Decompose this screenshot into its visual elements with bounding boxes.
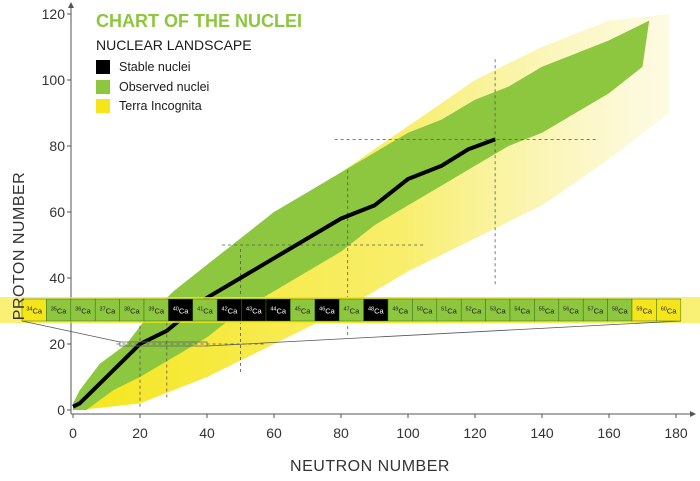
x-tick-label: 100	[396, 425, 420, 441]
x-tick-label: 140	[530, 425, 554, 441]
legend: Stable nuclei Observed nuclei Terra Inco…	[96, 60, 209, 113]
isotope-label: 35Ca	[51, 307, 68, 316]
legend-label-terra: Terra Incognita	[119, 99, 202, 113]
isotope-label: 34Ca	[26, 307, 43, 316]
x-tick-label: 60	[266, 425, 282, 441]
legend-swatch-terra	[96, 99, 110, 113]
isotope-label: 40Ca	[173, 307, 190, 316]
chart-subtitle: NUCLEAR LANDSCAPE	[96, 37, 252, 53]
x-tick-label: 20	[132, 425, 148, 441]
isotope-label: 54Ca	[514, 307, 531, 316]
isotope-label: 37Ca	[100, 307, 117, 316]
isotope-label: 50Ca	[417, 307, 434, 316]
calcium-isotope-strip: 34Ca 35Ca 36Ca 37Ca 38Ca 39Ca 40Ca 41Ca 42Ca 43Ca…	[0, 297, 700, 347]
isotope-label: 60Ca	[661, 307, 678, 316]
zoom-connector-left	[21, 320, 120, 343]
isotope-label: 41Ca	[197, 307, 214, 316]
x-tick-label: 80	[333, 425, 349, 441]
y-tick-label: 40	[49, 270, 65, 286]
x-tick-label: 160	[597, 425, 621, 441]
isotope-cell	[656, 298, 682, 322]
isotope-label: 52Ca	[466, 307, 483, 316]
isotope-label: 48Ca	[368, 307, 385, 316]
isotope-label: 49Ca	[392, 307, 409, 316]
legend-label-observed: Observed nuclei	[119, 80, 209, 94]
x-tick-label: 120	[463, 425, 487, 441]
isotope-label: 55Ca	[539, 307, 556, 316]
isotope-label: 53Ca	[490, 307, 507, 316]
zoom-box	[119, 341, 208, 347]
y-tick-label: 60	[49, 204, 65, 220]
y-tick-label: 100	[42, 72, 66, 88]
y-tick-label: 80	[49, 138, 65, 154]
x-axis-arrow	[690, 411, 696, 417]
isotope-label: 58Ca	[612, 307, 629, 316]
isotope-label: 42Ca	[222, 307, 239, 316]
y-axis-arrow	[68, 2, 74, 8]
isotope-label: 43Ca	[246, 307, 263, 316]
observed-nuclei-region	[73, 20, 650, 410]
axes: 0 20 40 60 80 100 120 140 160 180 0 20 40 60 80 100 120	[42, 2, 696, 441]
isotope-label: 36Ca	[75, 307, 92, 316]
isotope-label: 45Ca	[295, 307, 312, 316]
x-tick-label: 180	[664, 425, 688, 441]
zoom-connector-right	[206, 320, 681, 347]
y-axis-title: PROTON NUMBER	[11, 172, 28, 320]
isotope-label: 47Ca	[344, 307, 361, 316]
x-tick-label: 0	[69, 425, 77, 441]
isotope-label: 39Ca	[148, 307, 165, 316]
stable-nuclei-valley	[72, 137, 496, 409]
x-axis-title: NEUTRON NUMBER	[290, 458, 450, 475]
isotope-label: 59Ca	[636, 307, 653, 316]
y-tick-label: 120	[42, 6, 66, 22]
x-tick-label: 40	[199, 425, 215, 441]
y-tick-label: 20	[49, 336, 65, 352]
isotope-label: 38Ca	[124, 307, 141, 316]
isotope-label: 44Ca	[270, 307, 287, 316]
legend-swatch-stable	[96, 60, 110, 74]
isotope-label: 46Ca	[319, 307, 336, 316]
isotope-label: 51Ca	[441, 307, 458, 316]
chart-title: CHART OF THE NUCLEI	[96, 11, 302, 31]
y-tick-label: 0	[57, 402, 65, 418]
isotope-label: 56Ca	[563, 307, 580, 316]
legend-swatch-observed	[96, 80, 110, 94]
stable-nuclei-layer	[72, 137, 496, 409]
legend-label-stable: Stable nuclei	[119, 60, 191, 74]
isotope-label: 57Ca	[588, 307, 605, 316]
